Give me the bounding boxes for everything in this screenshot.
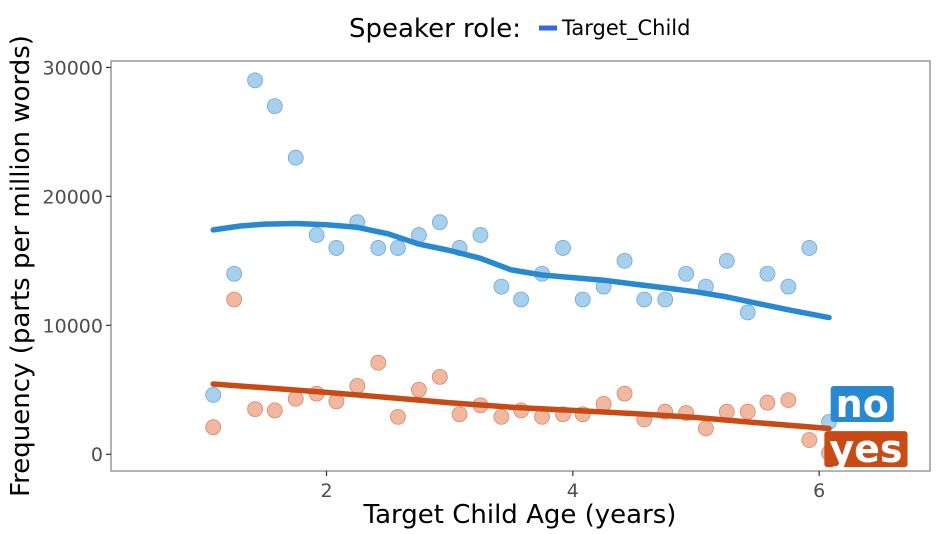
data-point-yes (616, 385, 633, 402)
tag-label-no: no (836, 382, 889, 426)
y-axis: 0 10000 20000 30000 (43, 57, 111, 466)
data-point-yes (451, 406, 468, 423)
data-point-yes (759, 394, 776, 411)
data-point-no (226, 265, 243, 282)
y-tick-label: 10000 (43, 315, 103, 337)
data-point-no (555, 240, 571, 256)
data-point-yes (287, 390, 304, 407)
data-point-no (287, 149, 304, 166)
data-point-no (513, 291, 530, 308)
data-point-yes (266, 402, 283, 419)
x-tick-label: 4 (567, 480, 579, 502)
data-point-yes (349, 378, 366, 394)
data-point-no (431, 214, 448, 231)
data-point-yes (410, 381, 427, 398)
data-point-no (472, 227, 489, 243)
data-point-yes (226, 291, 243, 308)
data-point-no (370, 240, 387, 256)
data-point-no (493, 278, 510, 295)
data-point-yes (370, 354, 387, 371)
data-point-no (636, 291, 653, 308)
data-point-no (574, 291, 591, 308)
data-point-no (739, 304, 756, 321)
data-point-yes (780, 392, 797, 408)
data-point-yes (247, 401, 263, 418)
data-point-no (759, 265, 776, 282)
x-tick-label: 2 (320, 480, 332, 502)
x-axis: 2 4 6 (320, 471, 825, 502)
x-axis-title: Target Child Age (years) (363, 500, 677, 530)
y-tick-label: 30000 (43, 57, 103, 79)
legend-title: Speaker role: (349, 14, 521, 44)
data-point-no (616, 252, 633, 269)
y-tick-label: 0 (91, 444, 103, 466)
tag-no: no (830, 382, 894, 426)
y-tick-label: 20000 (43, 186, 103, 208)
tag-box-yes (824, 431, 908, 468)
tag-yes: yes (824, 427, 908, 471)
legend-label: Target_Child (561, 16, 690, 41)
series-yes (205, 291, 837, 461)
data-point-no (657, 291, 674, 308)
data-point-yes (739, 403, 756, 420)
data-point-no (328, 240, 345, 256)
data-point-yes (697, 420, 714, 437)
data-point-no (780, 278, 797, 295)
trend-line-yes (210, 381, 832, 432)
data-point-no (205, 387, 222, 403)
data-point-no (678, 265, 695, 282)
legend: Speaker role: Target_Child (349, 14, 690, 44)
data-point-yes (205, 419, 222, 436)
data-point-no (266, 98, 283, 115)
data-point-no (390, 240, 406, 256)
data-point-yes (493, 408, 510, 425)
data-point-yes (431, 368, 448, 385)
data-point-no (308, 227, 325, 243)
data-point-no (247, 72, 263, 89)
y-axis-title: Frequency (parts per million words) (6, 35, 36, 497)
data-point-yes (801, 432, 818, 448)
data-point-no (718, 252, 735, 269)
data-point-no (801, 240, 818, 256)
x-tick-label: 6 (813, 480, 825, 502)
trend-line-no (210, 220, 832, 321)
data-point-yes (390, 408, 406, 425)
tag-label-yes: yes (829, 427, 902, 471)
tag-box-no (830, 385, 894, 422)
